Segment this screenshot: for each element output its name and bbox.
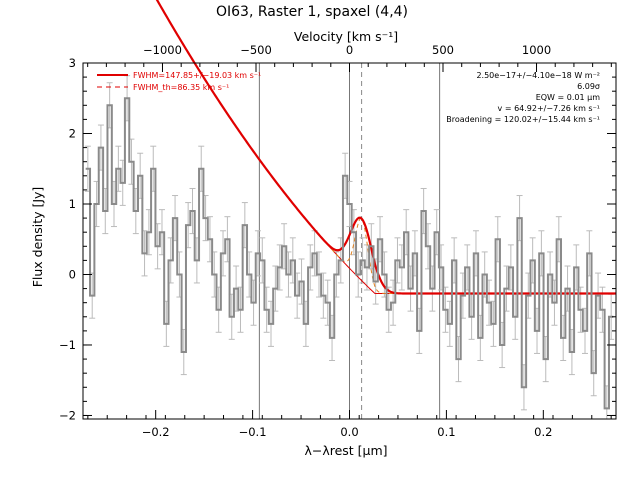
- annotation-line: 2.50e−17+/−4.10e−18 W m⁻²: [476, 71, 600, 80]
- total-fit-curve: [155, 0, 616, 295]
- top-tick-label: 1000: [522, 43, 551, 57]
- x-tick-label: −0.2: [142, 425, 170, 439]
- chart-title: OI63, Raster 1, spaxel (4,4): [216, 4, 408, 20]
- y-tick-label: −2: [59, 408, 76, 422]
- data-spectrum: [85, 97, 614, 410]
- y-tick-label: 2: [69, 126, 76, 140]
- annotation-line: v = 64.92+/−7.26 km s⁻¹: [498, 104, 600, 113]
- axis-ticks: −0.2 −0.1 0.0 0.1 0.2 −2 −1 0 1 2 3 −1000 −500 0 500 10…: [59, 43, 616, 439]
- x-axis-label: λ−λrest [μm]: [304, 443, 387, 458]
- top-tick-label: −500: [240, 43, 272, 57]
- y-tick-label: 1: [69, 197, 76, 211]
- y-tick-label: 0: [69, 267, 76, 281]
- legend-label-fwhm-th: FWHM_th=86.35 km s⁻¹: [133, 83, 229, 92]
- annotation-line: Broadening = 120.02+/−15.44 km s⁻¹: [446, 115, 600, 124]
- velocity-markers: [258, 63, 441, 419]
- annotation-line: EQW = 0.01 μm: [536, 93, 600, 102]
- top-tick-label: 500: [432, 43, 454, 57]
- y-tick-label: −1: [59, 338, 76, 352]
- x-tick-label: 0.1: [437, 425, 455, 439]
- plot-frame: [82, 62, 617, 420]
- annotation-line: 6.09σ: [577, 82, 600, 91]
- fit-annotations: 2.50e−17+/−4.10e−18 W m⁻² 6.09σ EQW = 0.…: [446, 71, 600, 124]
- top-tick-label: −1000: [143, 43, 182, 57]
- legend: FWHM=147.85+/−19.03 km s⁻¹ FWHM_th=86.35…: [97, 71, 261, 92]
- x-tick-label: 0.2: [534, 425, 552, 439]
- legend-label-fwhm: FWHM=147.85+/−19.03 km s⁻¹: [133, 71, 261, 80]
- top-tick-label: 0: [346, 43, 353, 57]
- fit-curves: [155, 0, 616, 295]
- y-axis-label: Flux density [Jy]: [30, 187, 45, 288]
- top-axis-label: Velocity [km s⁻¹]: [294, 29, 398, 44]
- x-tick-label: −0.1: [239, 425, 267, 439]
- y-tick-label: 3: [69, 56, 76, 70]
- data-series-step: [85, 97, 614, 410]
- x-tick-label: 0.0: [340, 425, 358, 439]
